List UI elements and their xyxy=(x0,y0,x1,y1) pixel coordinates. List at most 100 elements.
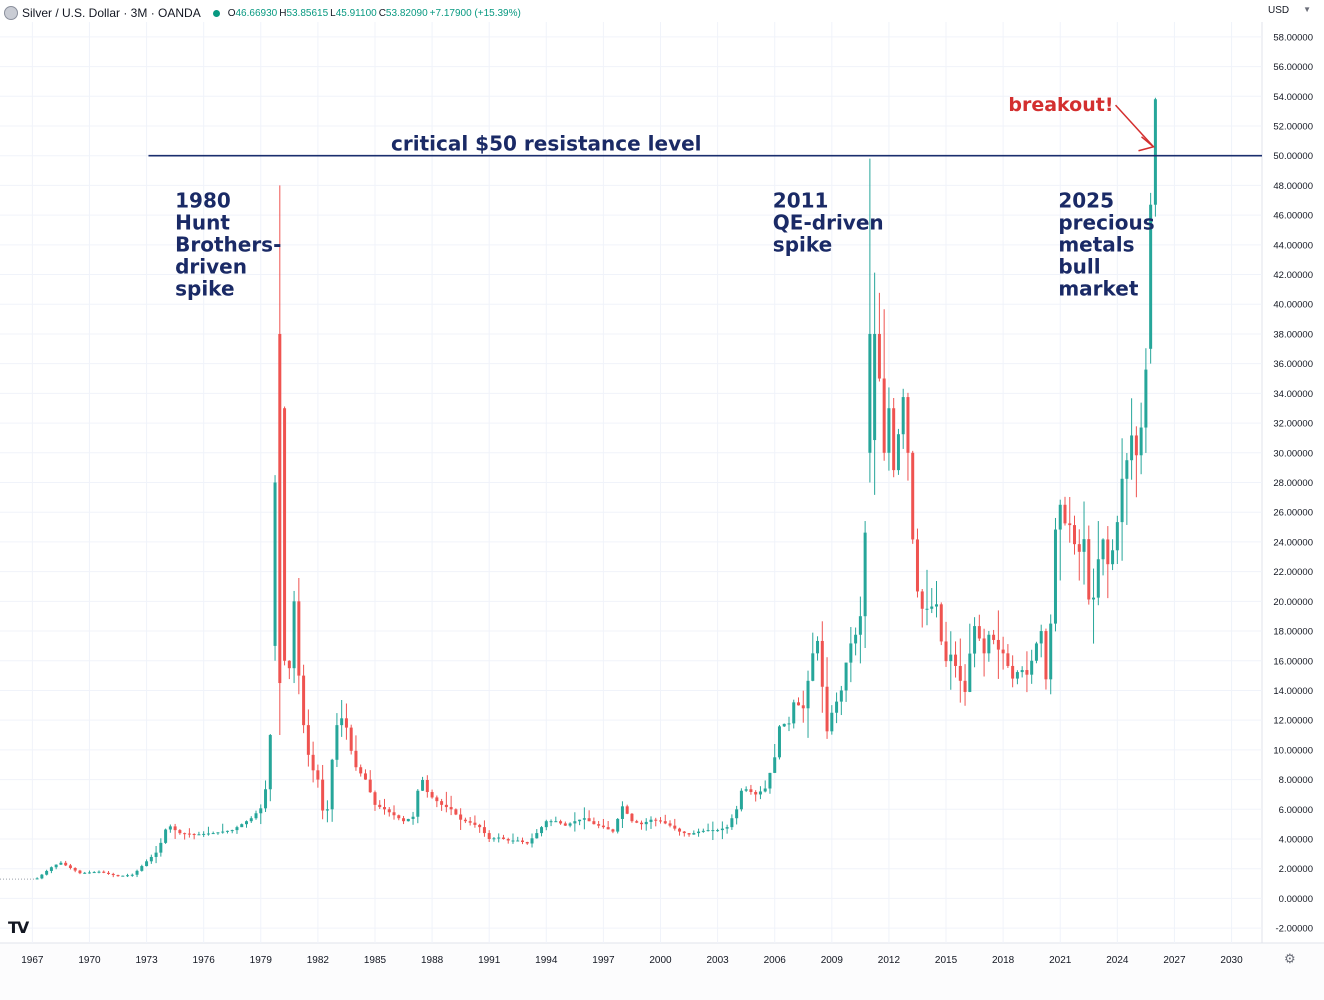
x-tick-label: 2021 xyxy=(1049,955,1072,966)
candle-body xyxy=(996,639,1000,650)
candle-body xyxy=(416,790,420,817)
candle-body xyxy=(549,821,553,823)
y-tick-label: 32.00000 xyxy=(1273,419,1313,430)
candle-body xyxy=(335,725,339,760)
ohlc-open-key: O xyxy=(227,7,236,19)
candle-body xyxy=(1053,529,1057,624)
candle-body xyxy=(925,608,929,610)
candle-body xyxy=(758,791,762,795)
candle-body xyxy=(1087,539,1091,600)
candle-body xyxy=(716,830,720,832)
candle-body xyxy=(754,791,758,795)
candle-body xyxy=(1101,539,1105,560)
y-tick-label: 6.00000 xyxy=(1279,805,1313,816)
y-tick-label: 56.00000 xyxy=(1273,62,1313,73)
bull-market-annotation: 2025 precious metals bull market xyxy=(1058,189,1154,301)
y-tick-label: 30.00000 xyxy=(1273,448,1313,459)
candle-body xyxy=(178,830,182,834)
candle-body xyxy=(145,861,149,867)
candle-body xyxy=(1049,623,1053,680)
silver-symbol-icon xyxy=(4,6,18,20)
candle-body xyxy=(896,434,900,471)
ohlc-open-value: 46.66930 xyxy=(235,7,278,19)
candle-body xyxy=(283,408,287,661)
candle-body xyxy=(463,819,467,822)
candle-body xyxy=(920,591,924,609)
candle-body xyxy=(882,378,886,453)
candle-body xyxy=(49,867,53,871)
candle-body xyxy=(406,818,410,822)
hunt-brothers-annotation: 1980 Hunt Brothers-driven spike xyxy=(175,189,281,301)
candle-body xyxy=(901,397,905,435)
candle-body xyxy=(573,821,577,824)
candle-body xyxy=(482,827,486,834)
candle-body xyxy=(501,837,505,840)
currency-label: USD xyxy=(1268,5,1290,16)
candle-body xyxy=(487,833,491,840)
candle-body xyxy=(692,833,696,835)
candle-body xyxy=(449,807,453,810)
x-tick-label: 1979 xyxy=(250,955,273,966)
candle-body xyxy=(225,830,229,832)
candle-body xyxy=(325,809,329,811)
candle-body xyxy=(973,626,977,654)
candle-body xyxy=(397,815,401,819)
candle-body xyxy=(1006,653,1010,666)
candle-body xyxy=(516,840,520,842)
candle-body xyxy=(287,660,291,669)
candle-body xyxy=(1034,643,1038,661)
currency-selector[interactable]: USD ▼ xyxy=(1268,5,1311,16)
candle-body xyxy=(1063,504,1067,524)
y-tick-label: 44.00000 xyxy=(1273,240,1313,251)
candle-body xyxy=(1106,539,1110,565)
tradingview-logo[interactable]: TV xyxy=(8,918,29,937)
y-tick-label: 10.00000 xyxy=(1273,745,1313,756)
candle-body xyxy=(1011,665,1015,679)
candle-body xyxy=(725,827,729,829)
settings-gear-icon[interactable]: ⚙ xyxy=(1284,951,1296,966)
candle-body xyxy=(425,779,429,793)
candle-body xyxy=(59,862,63,865)
symbol-title[interactable]: Silver / U.S. Dollar · 3M · OANDA xyxy=(22,6,201,20)
candle-body xyxy=(316,770,320,780)
candle-body xyxy=(611,829,615,832)
candle-body xyxy=(54,864,58,868)
candle-body xyxy=(649,819,653,822)
candle-body xyxy=(701,830,705,832)
candle-body xyxy=(777,726,781,758)
candle-body xyxy=(278,333,282,684)
ohlc-low-value: 45.91100 xyxy=(335,7,377,19)
x-tick-label: 1973 xyxy=(135,955,158,966)
y-tick-label: 52.00000 xyxy=(1273,121,1313,132)
x-tick-label: 1997 xyxy=(592,955,615,966)
candle-body xyxy=(135,870,139,875)
candle-body xyxy=(64,862,68,866)
candle-body xyxy=(211,833,215,835)
candle-body xyxy=(616,818,620,832)
candle-body xyxy=(768,772,772,789)
candle-body xyxy=(197,834,201,836)
candle-body xyxy=(839,690,843,702)
candle-body xyxy=(763,788,767,792)
candle-body xyxy=(935,604,939,607)
y-tick-label: 26.00000 xyxy=(1273,508,1313,519)
candle-body xyxy=(977,626,981,639)
candle-body xyxy=(1096,559,1100,598)
candle-body xyxy=(478,824,482,828)
candle-body xyxy=(601,825,605,828)
candle-body xyxy=(801,705,805,709)
candle-body xyxy=(697,831,701,834)
candle-body xyxy=(192,833,196,835)
candle-body xyxy=(787,723,791,725)
candle-body xyxy=(687,833,691,835)
candle-body xyxy=(730,818,734,828)
candle-body xyxy=(68,865,72,868)
candle-body xyxy=(444,804,448,808)
candle-body xyxy=(402,818,406,822)
candle-body xyxy=(944,641,948,662)
candle-body xyxy=(949,654,953,662)
candle-body xyxy=(78,870,82,874)
candle-body xyxy=(73,867,77,871)
